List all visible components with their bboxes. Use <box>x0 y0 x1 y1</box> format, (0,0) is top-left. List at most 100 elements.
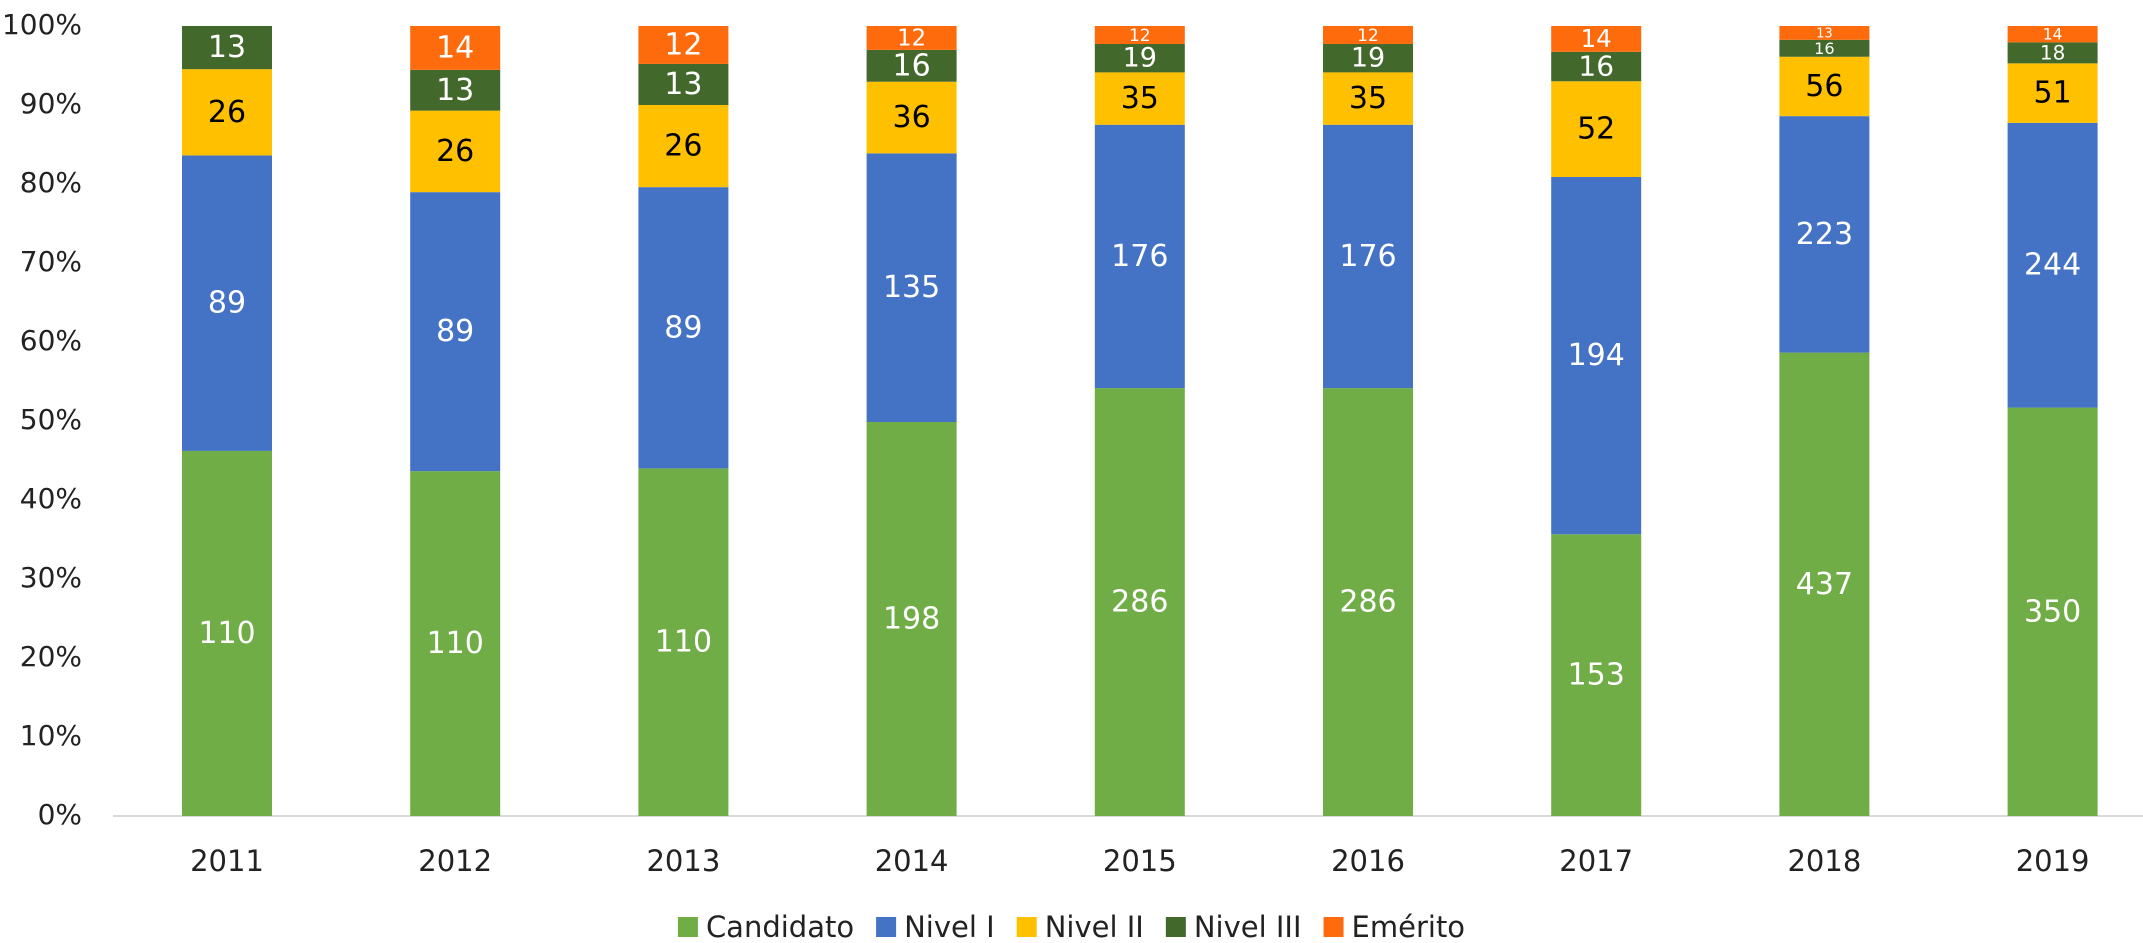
bar-segment <box>1323 43 1413 73</box>
data-label: 14 <box>1581 24 1612 53</box>
bar-segment <box>866 153 957 422</box>
y-tick-label: 20% <box>20 640 82 673</box>
y-tick-label: 0% <box>38 798 82 831</box>
data-label: 110 <box>427 626 484 661</box>
y-tick-label: 30% <box>20 561 82 594</box>
bar-segment <box>182 26 272 70</box>
bar-segment <box>2007 26 2098 43</box>
data-label: 110 <box>198 616 255 651</box>
bar-segment <box>1323 72 1413 125</box>
data-label: 176 <box>1111 239 1168 274</box>
bar-segment <box>638 187 729 469</box>
data-label: 89 <box>664 310 702 345</box>
legend-swatch <box>1165 917 1186 937</box>
bar-segment <box>410 471 501 816</box>
data-label: 89 <box>436 314 474 349</box>
bar-segment <box>1551 51 1642 82</box>
bar-segment <box>638 26 729 64</box>
bar-segment <box>1551 177 1642 535</box>
data-label: 12 <box>897 25 926 51</box>
bar-segment <box>1094 72 1185 125</box>
data-label: 13 <box>1816 26 1833 41</box>
x-tick-label: 2019 <box>2016 844 2090 878</box>
data-label: 153 <box>1568 658 1625 693</box>
bar-segment <box>410 26 501 70</box>
data-label: 56 <box>1805 69 1843 104</box>
y-tick-label: 70% <box>20 245 82 278</box>
data-label: 13 <box>436 73 474 108</box>
bar-segment <box>2007 63 2098 123</box>
bar-segment <box>182 450 272 816</box>
data-label: 35 <box>1349 81 1387 116</box>
bar-segment <box>866 26 957 50</box>
bar-segment <box>410 110 501 193</box>
legend-swatch <box>1016 917 1037 937</box>
bar-segment <box>1323 388 1413 816</box>
bar-segment <box>638 63 729 105</box>
y-tick-label: 40% <box>20 482 82 515</box>
data-label: 16 <box>1814 39 1835 58</box>
bar-segment <box>182 69 272 156</box>
bar-segment <box>1779 352 1870 816</box>
x-tick-label: 2015 <box>1103 844 1177 878</box>
data-label: 12 <box>1357 26 1379 46</box>
data-label: 16 <box>893 48 931 83</box>
bar-segment <box>1779 56 1870 117</box>
data-label: 244 <box>2024 248 2081 283</box>
data-label: 19 <box>1351 43 1385 74</box>
y-tick-label: 50% <box>20 403 82 436</box>
bar-segment <box>1779 116 1870 353</box>
data-label: 26 <box>208 95 246 130</box>
data-label: 18 <box>2040 40 2065 64</box>
y-tick-label: 10% <box>20 719 82 752</box>
bar-segment <box>1551 534 1642 816</box>
x-tick-label: 2017 <box>1559 844 1633 878</box>
x-tick-label: 2018 <box>1787 844 1861 878</box>
bar-segment <box>1094 26 1185 44</box>
bar-segment <box>2007 122 2098 408</box>
data-label: 14 <box>2043 26 2063 44</box>
x-tick-label: 2012 <box>418 844 492 878</box>
data-label: 223 <box>1796 217 1853 252</box>
x-tick-label: 2011 <box>190 844 264 878</box>
data-label: 176 <box>1339 239 1396 274</box>
data-label: 135 <box>883 270 940 305</box>
data-label: 13 <box>664 67 702 102</box>
bar-segment <box>1551 26 1642 52</box>
data-label: 437 <box>1796 567 1853 602</box>
bar-segment <box>1779 26 1870 40</box>
bar-segment <box>638 468 729 816</box>
data-label: 194 <box>1568 338 1625 373</box>
legend-swatch <box>1323 917 1344 937</box>
data-label: 35 <box>1121 81 1159 116</box>
legend-swatch <box>876 917 897 937</box>
data-label: 36 <box>893 100 931 135</box>
bar-segment <box>1094 124 1185 389</box>
data-label: 286 <box>1111 585 1168 620</box>
y-tick-label: 80% <box>20 166 82 199</box>
legend-swatch <box>677 917 698 937</box>
bar-segment <box>2007 407 2098 816</box>
bar-segment <box>1323 26 1413 44</box>
data-label: 350 <box>2024 594 2081 629</box>
data-label: 19 <box>1123 43 1157 74</box>
legend-label: Nivel I <box>904 910 995 943</box>
bar-segment <box>866 81 957 154</box>
data-label: 12 <box>1129 26 1151 46</box>
bar-segment <box>1323 124 1413 389</box>
legend-label: Emérito <box>1352 910 1466 943</box>
data-label: 12 <box>664 27 702 62</box>
data-label: 26 <box>436 134 474 169</box>
bar-segment <box>2007 42 2098 64</box>
bar-segment <box>410 69 501 111</box>
bar-segment <box>866 421 957 816</box>
data-label: 89 <box>208 286 246 321</box>
data-label: 14 <box>436 30 474 65</box>
legend-label: Candidato <box>706 910 854 943</box>
data-label: 26 <box>664 129 702 164</box>
y-tick-label: 100% <box>2 8 82 41</box>
data-label: 51 <box>2034 76 2072 111</box>
data-label: 286 <box>1339 585 1396 620</box>
bar-segment <box>638 105 729 188</box>
data-label: 13 <box>208 30 246 65</box>
